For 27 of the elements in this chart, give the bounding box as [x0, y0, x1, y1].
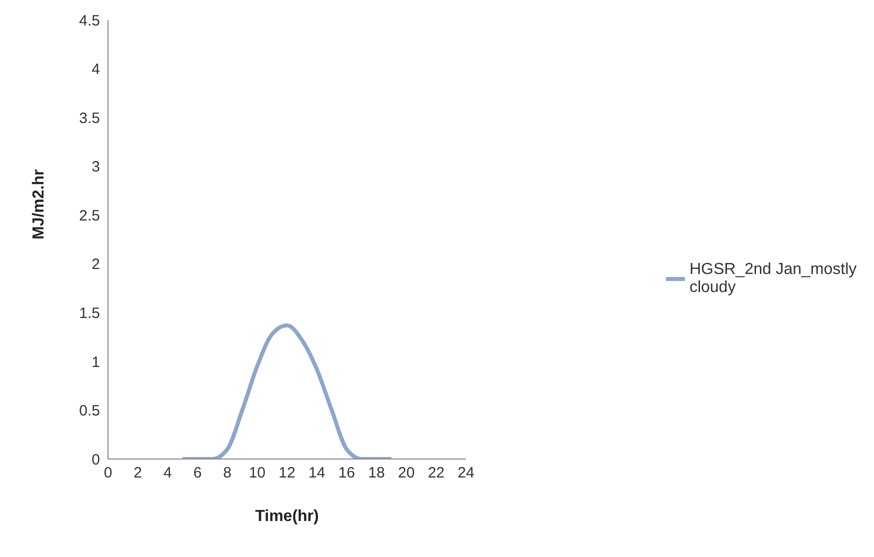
y-tick-label: 1.5: [79, 304, 100, 322]
x-tick-label: 12: [278, 464, 296, 482]
x-tick-label: 16: [338, 464, 356, 482]
x-axis-title: Time(hr): [255, 508, 319, 525]
y-tick-label: 0.5: [79, 402, 100, 420]
line-series: [180, 323, 394, 459]
x-tick-label: 20: [398, 464, 415, 482]
y-tick-label: 3: [92, 158, 100, 176]
y-tick-label: 1: [92, 354, 100, 371]
y-tick-label: 2: [92, 256, 100, 274]
x-tick-label: 0: [104, 464, 112, 482]
y-tick-label: 4: [92, 61, 100, 78]
x-tick-label: 8: [223, 464, 232, 482]
x-tick-label: 22: [428, 464, 445, 482]
y-tick-label: 2.5: [79, 207, 100, 224]
x-tick-label: 18: [368, 464, 385, 482]
x-tick-label: 24: [458, 464, 474, 482]
y-axis-title: MJ/m2.hr: [30, 169, 48, 240]
x-tick-label: 2: [134, 464, 142, 482]
y-tick-label: 4.5: [79, 12, 100, 30]
x-tick-label: 10: [248, 464, 266, 482]
y-tick-label: 3.5: [79, 110, 100, 127]
y-tick-label: 0: [92, 451, 100, 468]
x-tick-label: 6: [193, 464, 202, 482]
legend-label: HGSR_2nd Jan_mostly cloudy: [689, 260, 858, 296]
x-tick-label: 4: [163, 464, 172, 482]
x-tick-label: 14: [308, 464, 326, 482]
